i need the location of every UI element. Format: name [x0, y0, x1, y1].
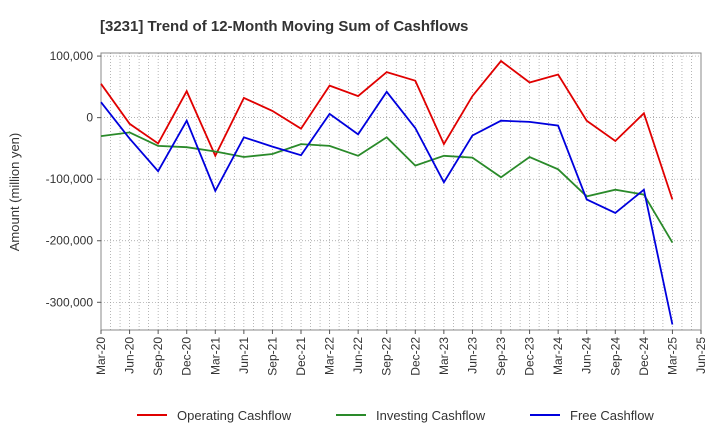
- x-axis: Mar-20 Jun-20 Sep-20 Dec-20 Mar-21 Jun-21 Sep-…: [94, 330, 708, 376]
- legend-item-operating-cashflow: Operating Cashflow: [137, 408, 292, 423]
- x-tick-label: Mar-23: [437, 337, 451, 375]
- plot-area: [100, 52, 702, 331]
- y-tick-label: 0: [86, 111, 93, 125]
- x-tick-label: Jun-21: [237, 337, 251, 374]
- x-tick-label: Sep-20: [151, 337, 165, 376]
- x-tick-label: Dec-23: [523, 337, 537, 376]
- y-tick-label: -300,000: [46, 295, 94, 309]
- y-tick-label: -200,000: [46, 234, 94, 248]
- y-tick-label: 100,000: [50, 49, 94, 63]
- legend-item-investing-cashflow: Investing Cashflow: [336, 408, 486, 423]
- x-tick-label: Sep-21: [265, 337, 279, 376]
- x-tick-label: Jun-22: [351, 337, 365, 374]
- chart-title: [3231] Trend of 12-Month Moving Sum of C…: [100, 18, 468, 35]
- series-line-operating-cashflow: [100, 59, 674, 200]
- x-tick-label: Jun-25: [694, 337, 708, 374]
- y-tick-label: -100,000: [46, 172, 94, 186]
- legend-item-free-cashflow: Free Cashflow: [530, 408, 654, 423]
- x-tick-label: Dec-22: [408, 337, 422, 376]
- x-tick-label: Dec-20: [180, 337, 194, 376]
- x-tick-label: Jun-23: [465, 337, 479, 374]
- x-tick-label: Sep-22: [380, 337, 394, 376]
- x-tick-label: Mar-24: [551, 337, 565, 375]
- x-tick-label: Mar-20: [94, 337, 108, 375]
- legend-label: Investing Cashflow: [376, 408, 486, 423]
- x-tick-label: Mar-25: [665, 337, 679, 375]
- x-tick-label: Jun-20: [123, 337, 137, 374]
- series-line-investing-cashflow: [100, 131, 674, 244]
- series-line-free-cashflow: [100, 90, 674, 325]
- x-tick-label: Jun-24: [580, 337, 594, 374]
- x-tick-label: Sep-23: [494, 337, 508, 376]
- x-tick-label: Mar-22: [323, 337, 337, 375]
- legend: Operating Cashflow Investing Cashflow Free…: [137, 408, 654, 423]
- legend-label: Free Cashflow: [570, 408, 654, 423]
- x-tick-label: Dec-21: [294, 337, 308, 376]
- x-tick-label: Dec-24: [637, 337, 651, 376]
- y-axis: 100,000 0 -100,000 -200,000 -300,000: [46, 49, 101, 309]
- y-axis-label: Amount (million yen): [7, 133, 22, 252]
- x-tick-label: Sep-24: [608, 337, 622, 376]
- series-layer: [100, 59, 674, 325]
- x-tick-label: Mar-21: [208, 337, 222, 375]
- legend-label: Operating Cashflow: [177, 408, 292, 423]
